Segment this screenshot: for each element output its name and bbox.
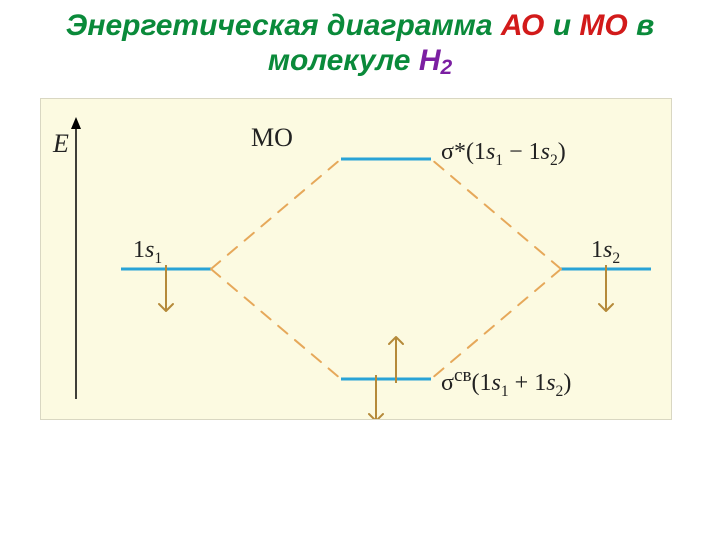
sigma_star_label: σ*(1s1 − 1s2): [441, 139, 566, 170]
connector-dashed: [211, 269, 341, 379]
connector-dashed: [431, 159, 561, 269]
title-segment: МО: [579, 9, 627, 42]
title-segment: 2: [441, 56, 453, 79]
title-segment: АО: [501, 9, 545, 42]
left_ao_label: 1s1: [133, 237, 162, 268]
mo-header: MO: [251, 123, 293, 153]
diagram-box: E MO 1s1 1s2 σ*(1s1 − 1s2) σсв(1s1 + 1s2): [40, 98, 672, 420]
connector-dashed: [211, 159, 341, 269]
title-segment: Энергетическая диаграмма: [66, 9, 501, 42]
title-segment: и: [544, 9, 579, 42]
sigma_bond_label: σсв(1s1 + 1s2): [441, 365, 571, 401]
slide-title: Энергетическая диаграмма АО и МО в молек…: [0, 8, 720, 79]
right_ao_label: 1s2: [591, 237, 620, 268]
connector-dashed: [431, 269, 561, 379]
energy-axis-arrowhead: [71, 117, 81, 129]
slide: Энергетическая диаграмма АО и МО в молек…: [0, 0, 720, 540]
axis-label: E: [53, 129, 69, 159]
title-segment: Н: [419, 44, 441, 77]
